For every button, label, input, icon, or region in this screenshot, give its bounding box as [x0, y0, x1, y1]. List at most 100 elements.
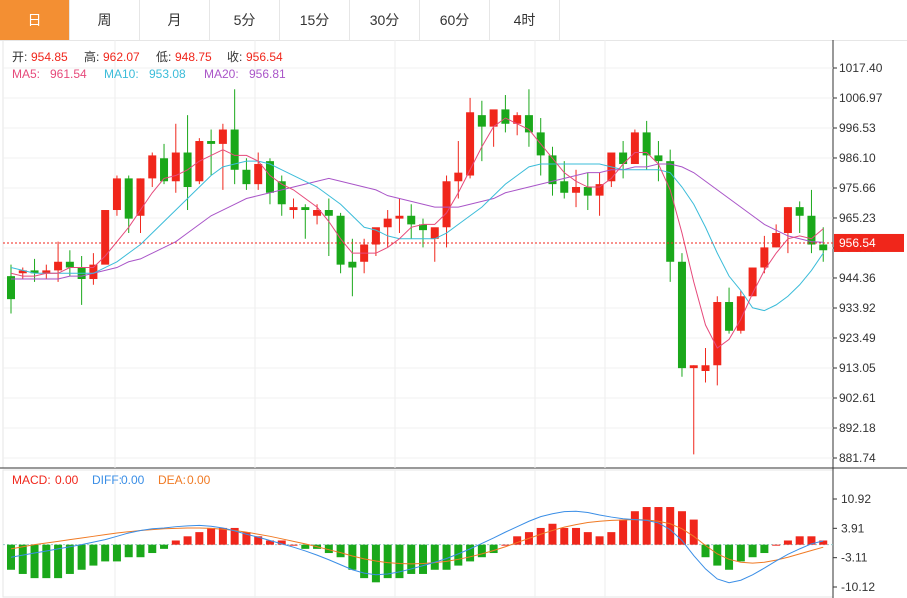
candle-body-42 [501, 109, 510, 124]
macd-bar-23 [277, 540, 286, 545]
y-tick-label-10: 913.05 [839, 361, 876, 375]
macd-bar-47 [560, 527, 569, 545]
candle-body-9 [112, 178, 121, 211]
grid-lines [0, 40, 907, 598]
macd-bar-17 [207, 527, 216, 545]
macd-bar-14 [171, 540, 180, 545]
candle-body-69 [819, 244, 828, 251]
candle-body-5 [65, 261, 74, 268]
macd-bar-29 [348, 544, 357, 570]
macd-bar-7 [89, 544, 98, 566]
candle-body-41 [489, 109, 498, 127]
candle-body-28 [336, 215, 345, 265]
candle-body-64 [760, 247, 769, 268]
tab-7[interactable]: 4时 [490, 0, 560, 40]
diff-label: DIFF: [92, 473, 122, 487]
macd-bar-52 [619, 519, 628, 545]
macd-bar-49 [583, 532, 592, 545]
macd-bar-15 [183, 536, 192, 545]
candle-body-65 [772, 233, 781, 248]
candle-body-4 [54, 261, 63, 271]
ma10-value: 953.08 [149, 67, 186, 81]
candle-body-53 [630, 132, 639, 165]
macd-bar-69 [819, 540, 828, 545]
macd-bar-4 [54, 544, 63, 579]
candle-body-27 [324, 210, 333, 216]
macd-bar-38 [454, 544, 463, 566]
y-tick-label-12: 892.18 [839, 421, 876, 435]
candle-body-36 [430, 227, 439, 239]
candle-body-44 [524, 115, 533, 133]
macd-bar-53 [630, 511, 639, 545]
diff-value: 0.00 [121, 473, 145, 487]
candle-body-55 [654, 155, 663, 162]
tab-6[interactable]: 60分 [420, 0, 490, 40]
y-tick-label-2: 996.53 [839, 121, 876, 135]
dea-label: DEA: [158, 473, 186, 487]
macd-y-tick-label-0: 10.92 [841, 492, 871, 506]
candle-body-49 [583, 187, 592, 196]
macd-bar-25 [301, 544, 310, 549]
price-axis: 1017.40 1006.97 996.53 986.10 975.66 965.23 95… [3, 61, 904, 465]
macd-bar-32 [383, 544, 392, 579]
macd-bar-46 [548, 523, 557, 545]
macd-bar-68 [807, 536, 816, 545]
candle-body-7 [89, 264, 98, 280]
ma5-label: MA5: [12, 67, 40, 81]
macd-bar-8 [101, 544, 110, 562]
y-tick-label-0: 1017.40 [839, 61, 883, 75]
candle-body-10 [124, 178, 133, 219]
candle-body-12 [148, 155, 157, 179]
candle-body-22 [265, 161, 274, 193]
y-tick-label-13: 881.74 [839, 451, 876, 465]
chart-area: 1017.40 1006.97 996.53 986.10 975.66 965.23 95… [0, 40, 907, 598]
macd-bar-34 [407, 544, 416, 574]
tab-1[interactable]: 周 [70, 0, 140, 40]
tab-4[interactable]: 15分 [280, 0, 350, 40]
candle-body-33 [395, 215, 404, 219]
macd-bar-50 [595, 536, 604, 545]
candle-body-11 [136, 178, 145, 216]
macd-bar-20 [242, 532, 251, 545]
info-legend: 开: 954.85 高: 962.07 低: 948.75 收: 956.54 … [12, 49, 286, 487]
macd-bar-6 [77, 544, 86, 570]
ma5-line [10, 117, 824, 349]
tab-0[interactable]: 日 [0, 0, 70, 40]
macd-bar-12 [148, 544, 157, 554]
macd-bar-37 [442, 544, 451, 570]
macd-bar-9 [112, 544, 121, 562]
high-label: 高: [84, 49, 99, 64]
tab-5[interactable]: 30分 [350, 0, 420, 40]
macd-bar-41 [489, 544, 498, 554]
macd-bar-64 [760, 544, 769, 554]
candle-body-34 [407, 215, 416, 225]
candle-body-46 [548, 155, 557, 185]
last-price-tag [834, 233, 904, 252]
macd-bar-5 [65, 544, 74, 574]
tab-3[interactable]: 5分 [210, 0, 280, 40]
candle-body-0 [7, 276, 15, 300]
macd-bar-60 [713, 544, 722, 566]
ma20-label: MA20: [204, 67, 239, 81]
dea-value: 0.00 [187, 473, 211, 487]
candle-body-31 [371, 227, 380, 245]
candlestick-series [7, 89, 828, 455]
macd-bar-18 [218, 527, 227, 545]
macd-bar-66 [783, 540, 792, 545]
high-value: 962.07 [103, 50, 140, 64]
candle-body-59 [701, 365, 710, 372]
diff-line [10, 510, 824, 584]
close-label: 收: [227, 50, 242, 64]
candle-body-14 [171, 152, 180, 182]
candle-body-3 [42, 270, 51, 274]
candle-body-54 [642, 132, 651, 156]
last-price-label: 956.54 [839, 236, 876, 250]
candle-body-60 [713, 302, 722, 366]
macd-bar-10 [124, 544, 133, 558]
tab-2[interactable]: 月 [140, 0, 210, 40]
candle-body-67 [795, 207, 804, 216]
macd-y-tick-label-2: -3.11 [841, 551, 868, 565]
ma10-label: MA10: [104, 67, 139, 81]
y-tick-label-8: 933.92 [839, 301, 876, 315]
candle-body-57 [677, 261, 686, 369]
